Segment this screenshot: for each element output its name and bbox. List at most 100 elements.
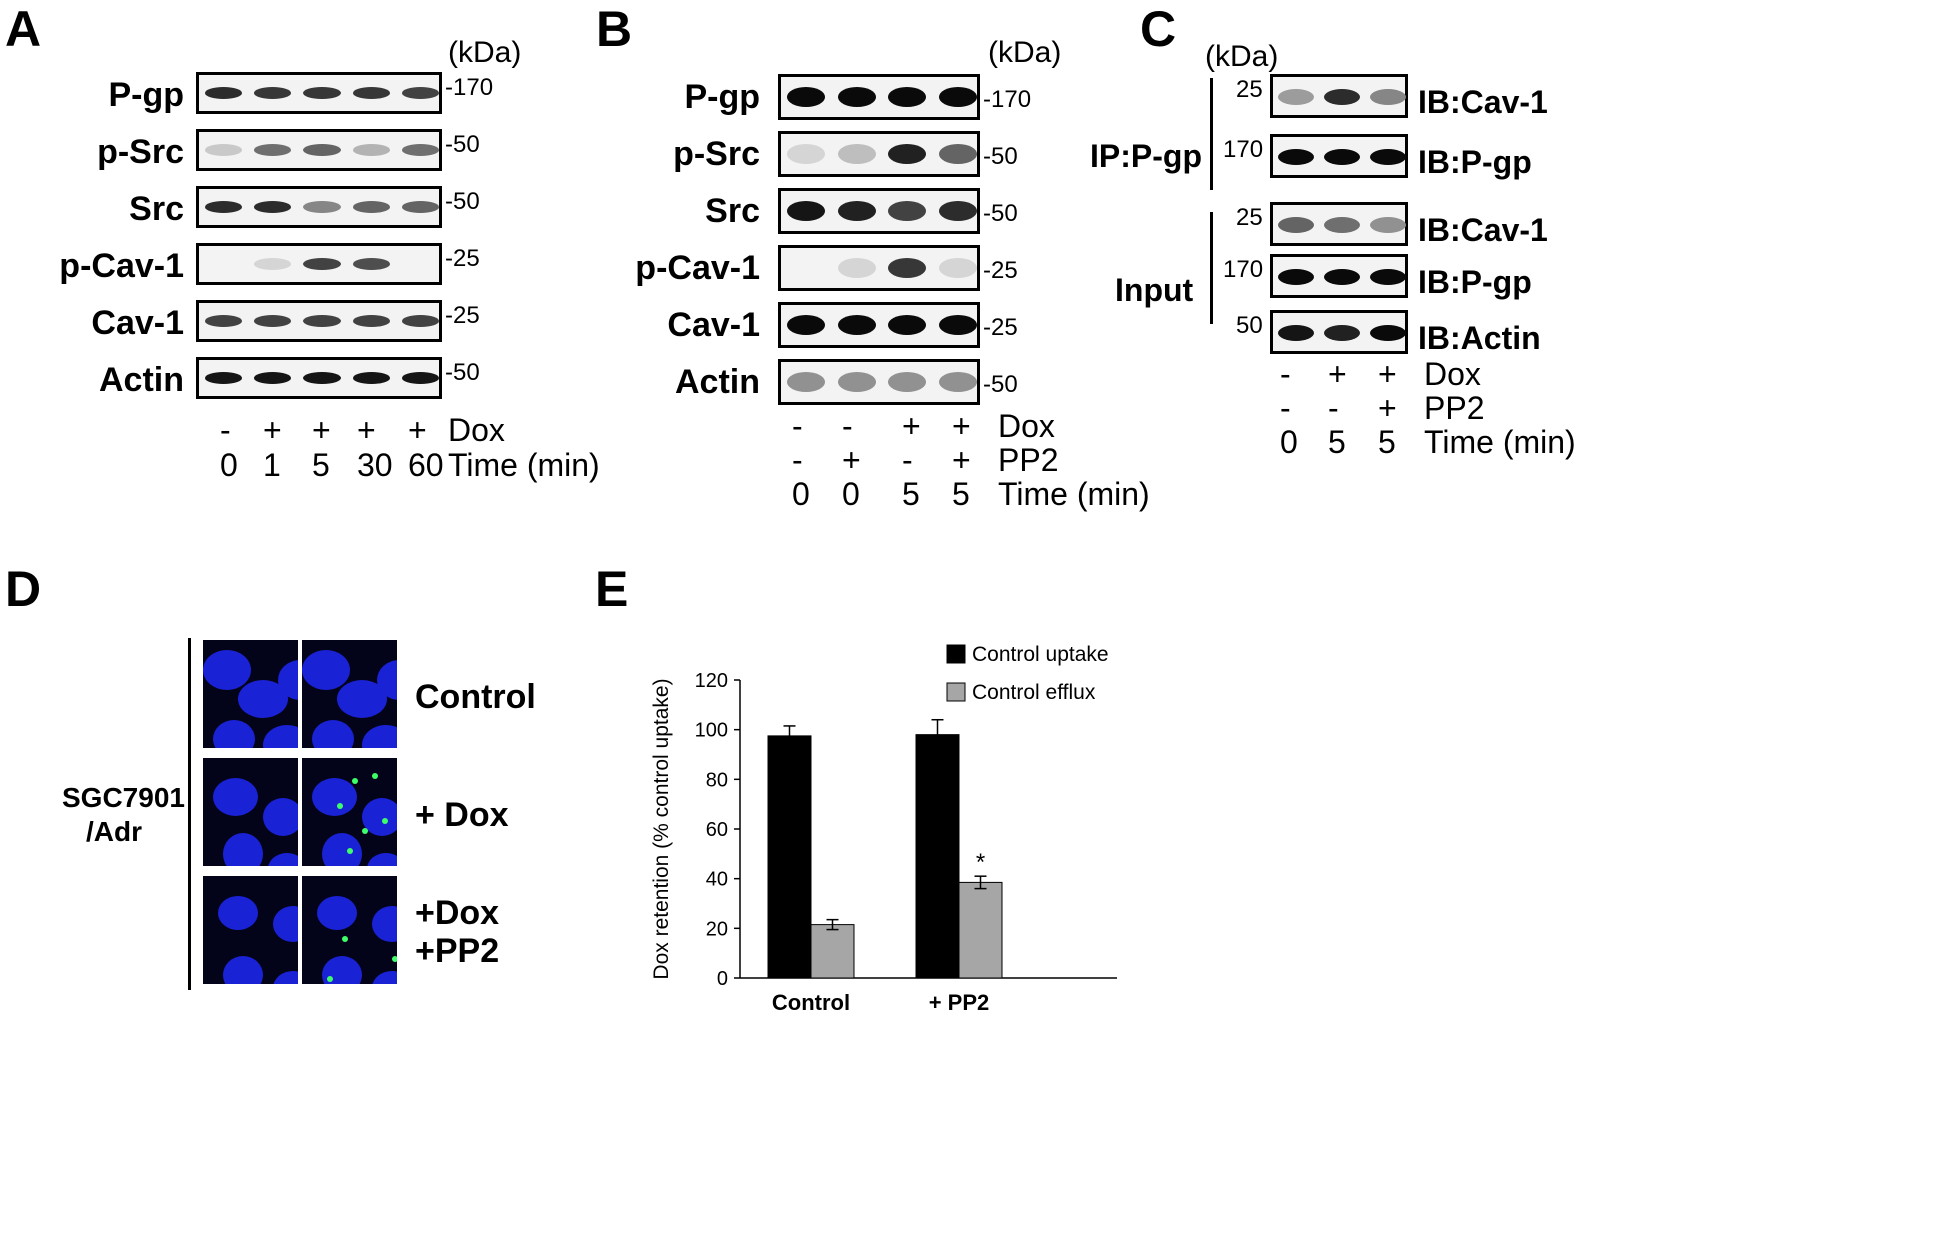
b-dox-value: + [902,408,921,444]
blot-band [401,201,440,213]
a-dox-value: + [263,412,282,448]
b-time-value: 0 [842,476,860,512]
b-time-value: 5 [902,476,920,512]
significance-marker: * [976,849,985,876]
x-category-label: Control [772,990,850,1015]
b-blot [778,131,980,177]
blot-band [938,258,977,278]
b-row-label: Cav-1 [667,306,760,344]
c-blot [1270,254,1408,298]
c-pp2-value: - [1280,390,1291,426]
blot-band [254,87,292,99]
a-mw-marker: -50 [445,188,480,215]
c-blot [1270,202,1408,246]
b-dox-label: Dox [998,408,1055,444]
panel-c-input-bracket [1210,212,1213,324]
c-mw-marker: 170 [1223,136,1264,163]
b-dox-value: + [952,408,971,444]
cell-line-label-2: /Adr [86,816,142,847]
blot-band [254,201,292,213]
y-tick-label: 120 [695,670,728,692]
blot-band [204,315,243,327]
blot-band [303,258,341,270]
blot-band [1278,89,1314,105]
blot-band [837,258,876,278]
blot-band [1324,89,1360,105]
nucleus [362,725,397,748]
c-dox-value: + [1328,356,1347,392]
blot-band [787,87,826,107]
b-mw-marker: -25 [983,257,1018,284]
bar [810,924,855,979]
blot-band [401,372,440,384]
a-dox-value: - [220,412,231,448]
b-blot [778,359,980,405]
a-row-label: Cav-1 [91,304,184,342]
c-time-value: 5 [1378,424,1396,460]
blot-band [938,144,977,164]
a-mw-marker: -25 [445,302,480,329]
blot-band [938,315,977,335]
microscopy-image [203,876,298,984]
blot-band [787,372,826,392]
b-row-label: P-gp [684,78,760,116]
dox-signal [362,828,368,834]
nucleus [302,650,350,690]
blot-band [938,201,977,221]
c-time-value: 0 [1280,424,1298,460]
b-dox-value: - [842,408,853,444]
a-dox-value: + [312,412,331,448]
a-time-value: 60 [408,447,444,483]
blot-band [303,201,341,213]
blot-band [352,87,390,99]
dox-signal [372,773,378,779]
nucleus [317,896,357,930]
nucleus [377,660,397,700]
dox-signal [392,956,397,962]
c-blot [1270,74,1408,118]
a-time-value: 0 [220,447,238,483]
blot-band [1324,269,1360,285]
b-blot [778,302,980,348]
blot-band [352,144,390,156]
a-time-value: 30 [357,447,393,483]
blot-band [1324,149,1360,165]
blot-band [303,315,341,327]
c-mw-marker: 25 [1236,76,1263,103]
microscopy-image [302,876,397,984]
blot-band [1324,217,1360,233]
b-row-label: Src [705,192,760,230]
c-blot [1270,134,1408,178]
blot-band [254,315,292,327]
microscopy-image [302,758,397,866]
blot-band [352,315,390,327]
nucleus [312,778,357,816]
c-pp2-value: - [1328,390,1339,426]
a-blot [196,243,442,285]
legend-label: Control efflux [972,681,1096,704]
microscopy-image [203,640,298,748]
b-row-label: Actin [675,363,760,401]
blot-band [888,87,927,107]
y-tick-label: 80 [706,769,728,791]
blot-band [1278,269,1314,285]
a-blot [196,129,442,171]
nucleus [223,833,263,866]
y-axis-label: Dox retention (% control uptake) [650,678,673,979]
blot-band [888,201,927,221]
condition-label: +Dox [415,894,500,932]
b-row-label: p-Src [673,135,760,173]
a-blot [196,72,442,114]
panel-d-bracket [188,638,191,990]
panel-c-ip-bracket [1210,78,1213,190]
b-mw-marker: -50 [983,200,1018,227]
b-blot [778,188,980,234]
nucleus [372,971,397,984]
blot-band [1278,149,1314,165]
b-dox-value: - [792,408,803,444]
nucleus [322,833,362,866]
a-mw-marker: -170 [445,74,494,101]
panel-e-letter: E [595,561,629,617]
blot-band [303,372,341,384]
nucleus [278,660,298,700]
